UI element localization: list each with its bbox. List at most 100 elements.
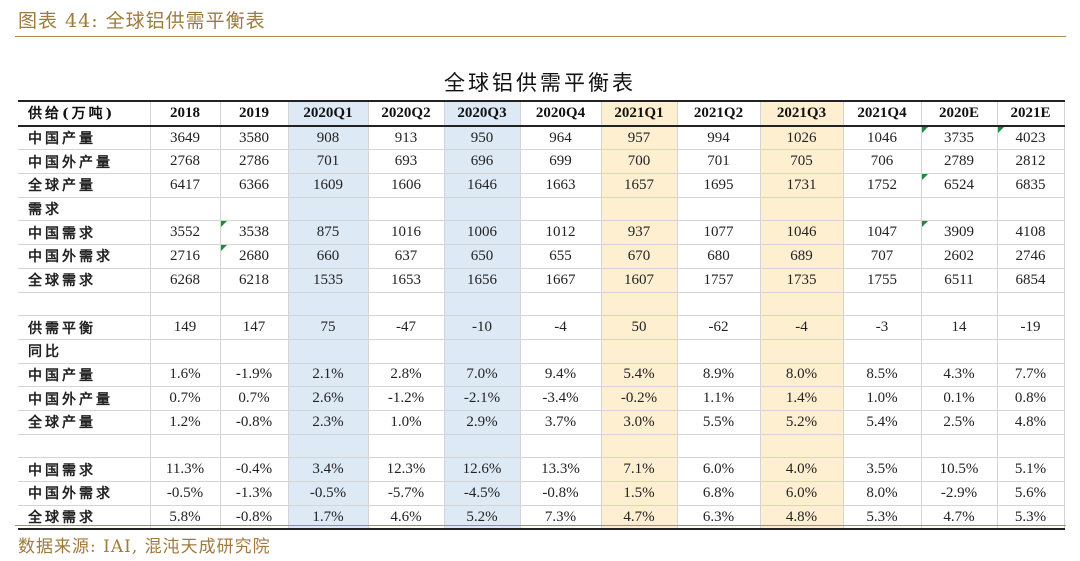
table-row: 中国外产量 2768 2786 701 693 696 699 700 701 705 706 278… [18,149,1065,175]
table-row [18,434,1065,459]
data-cell [368,197,445,222]
data-cell [601,197,678,222]
table-row: 中国产量 3649 3580 908 913 950 964 957 994 1026 1046 37… [18,125,1065,151]
data-cell: 908 [288,125,369,151]
data-cell: -1.3% [220,481,289,506]
data-cell [843,197,922,222]
data-cell: -47 [368,315,445,340]
column-header: 2020E [921,100,998,127]
data-cell: 7.0% [444,363,521,388]
data-cell [843,434,922,459]
data-cell: 8.9% [677,363,761,388]
data-cell: 5.3% [997,505,1065,531]
data-cell: 660 [288,244,369,269]
data-cell [997,434,1065,459]
data-cell: 1016 [368,220,445,246]
data-cell [288,339,369,364]
table-row: 中国外产量 0.7% 0.7% 2.6% -1.2% -2.1% -3.4% -0.2% 1.1… [18,386,1065,411]
data-cell [220,434,289,459]
top-divider [15,36,1066,37]
data-cell: -3 [843,315,922,340]
row-label: 中国需求 [18,220,151,246]
data-cell: 4.8% [997,410,1065,435]
data-cell: 705 [760,149,844,175]
data-cell [288,434,369,459]
data-cell: 4.7% [921,505,998,531]
table-row: 中国外需求 2716 2680 660 637 650 655 670 680 689 707 260… [18,244,1065,269]
data-cell: 6835 [997,173,1065,198]
row-label [18,434,151,459]
data-cell: 1006 [444,220,521,246]
data-cell: 1609 [288,173,369,198]
row-label: 同比 [18,339,151,364]
table-row: 中国产量 1.6% -1.9% 2.1% 2.8% 7.0% 9.4% 5.4% 8.9% 8.0… [18,363,1065,388]
data-cell: 149 [150,315,221,340]
data-cell: 696 [444,149,521,175]
column-header: 2020Q1 [288,100,369,127]
data-cell: 5.4% [601,363,678,388]
data-cell: 689 [760,244,844,269]
data-cell: 1757 [677,268,761,293]
data-cell: -2.1% [444,386,521,411]
data-cell: 1.5% [601,481,678,506]
data-cell [444,292,521,317]
data-cell: 4023 [997,125,1065,151]
row-label: 全球产量 [18,410,151,435]
data-cell: -0.5% [288,481,369,506]
data-cell [677,292,761,317]
table-row: 全球产量 6417 6366 1609 1606 1646 1663 1657 1695 1731… [18,173,1065,198]
data-cell: 2716 [150,244,221,269]
data-cell: 1735 [760,268,844,293]
row-label: 全球需求 [18,268,151,293]
data-cell [921,292,998,317]
data-cell: 1755 [843,268,922,293]
data-cell: 1606 [368,173,445,198]
data-cell: 3.7% [520,410,602,435]
row-label: 中国外需求 [18,244,151,269]
data-cell: 3552 [150,220,221,246]
data-cell: 1.1% [677,386,761,411]
data-cell: 2.3% [288,410,369,435]
data-cell: 1656 [444,268,521,293]
data-cell [843,292,922,317]
data-cell: 655 [520,244,602,269]
data-cell: 2.5% [921,410,998,435]
data-cell [520,292,602,317]
data-cell: 13.3% [520,457,602,482]
data-cell: 12.6% [444,457,521,482]
data-cell [760,434,844,459]
data-cell: 650 [444,244,521,269]
row-label: 中国外产量 [18,149,151,175]
data-cell: 5.1% [997,457,1065,482]
data-cell: -4 [520,315,602,340]
data-cell: 1077 [677,220,761,246]
data-cell [150,197,221,222]
data-cell [444,339,521,364]
data-cell: 707 [843,244,922,269]
data-cell: 6511 [921,268,998,293]
bottom-divider [15,525,1066,526]
data-cell [368,339,445,364]
data-cell: -5.7% [368,481,445,506]
data-cell: 680 [677,244,761,269]
data-cell: -1.2% [368,386,445,411]
column-header: 2020Q3 [444,100,521,127]
data-cell: -0.2% [601,386,678,411]
table-row: 中国需求 11.3% -0.4% 3.4% 12.3% 12.6% 13.3% 7.1% 6.0… [18,457,1065,482]
data-cell: 2768 [150,149,221,175]
table-row: 全球需求 5.8% -0.8% 1.7% 4.6% 5.2% 7.3% 4.7% 6.3% 4.8… [18,505,1065,531]
data-source-note: 数据来源: IAI, 混沌天成研究院 [18,537,271,557]
row-label: 中国外产量 [18,386,151,411]
data-cell: 75 [288,315,369,340]
row-label: 全球需求 [18,505,151,531]
table-title: 全球铝供需平衡表 [444,71,636,95]
data-cell: -4 [760,315,844,340]
data-cell: -0.4% [220,457,289,482]
data-cell: 706 [843,149,922,175]
data-cell: 6.0% [760,481,844,506]
data-cell: 4108 [997,220,1065,246]
data-cell: 6218 [220,268,289,293]
data-cell: 1026 [760,125,844,151]
data-cell: 7.7% [997,363,1065,388]
data-cell: 3538 [220,220,289,246]
